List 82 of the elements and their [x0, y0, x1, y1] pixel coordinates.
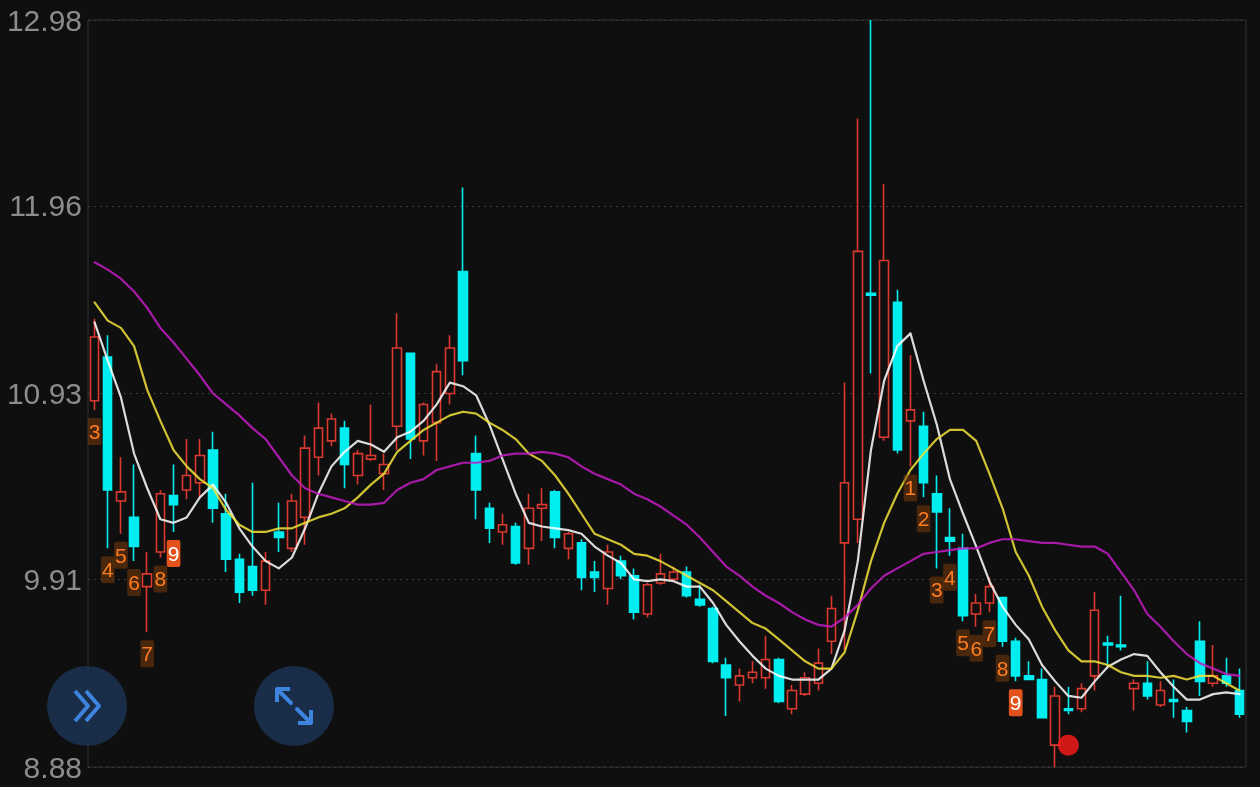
- text: 4: [101, 558, 114, 582]
- candlestick: [589, 560, 600, 593]
- candlestick: [852, 117, 864, 544]
- candlestick: [628, 567, 640, 621]
- candlestick: [918, 410, 929, 499]
- candlestick: [1128, 678, 1140, 712]
- candlestick: [286, 492, 298, 553]
- text: 6: [970, 636, 983, 660]
- text: 3: [88, 419, 101, 443]
- candlestick: [405, 352, 416, 460]
- text: 8: [996, 656, 1009, 680]
- candlestick: [694, 584, 706, 608]
- text: 5: [115, 543, 127, 567]
- candlestick: [115, 456, 127, 535]
- candlestick: [220, 492, 232, 573]
- candlestick: [1155, 680, 1166, 708]
- candlestick: [181, 438, 192, 500]
- text: 9: [167, 541, 180, 565]
- candlestick: [1010, 636, 1021, 683]
- y-tick-label: 11.96: [9, 189, 82, 223]
- text: 6: [128, 571, 140, 595]
- candlestick: [273, 502, 285, 553]
- y-tick-label: 8.88: [23, 750, 82, 784]
- candlestick: [391, 312, 403, 451]
- candlestick: [141, 551, 153, 633]
- y-tick-label: 9.91: [23, 562, 82, 596]
- candlestick: [299, 434, 311, 546]
- candlestick: [720, 656, 732, 717]
- candlestick: [563, 531, 574, 561]
- candlestick: [313, 401, 324, 477]
- candlestick: [734, 667, 745, 703]
- candlestick: [234, 553, 245, 604]
- candlestick: [786, 684, 798, 715]
- candlestick: [1089, 591, 1100, 692]
- candlestick: [642, 582, 653, 619]
- candlestick: [1168, 678, 1179, 719]
- candlestick: [484, 502, 495, 544]
- candlestick: [1049, 686, 1061, 768]
- candlestick: [457, 186, 469, 377]
- candlestick: [260, 551, 271, 606]
- candlestick: [168, 463, 179, 533]
- candlestick: [497, 512, 508, 546]
- y-tick-label: 12.98: [6, 3, 82, 37]
- candlestick: [365, 403, 377, 462]
- candlestick: [1063, 686, 1074, 715]
- candlestick: [470, 434, 482, 521]
- candlestick: [576, 538, 587, 592]
- candlestick: [892, 288, 903, 455]
- candlestick: [905, 354, 916, 468]
- text: 2: [917, 507, 930, 531]
- candlestick: [931, 474, 943, 570]
- candlestick: [957, 532, 969, 623]
- candlestick: [707, 605, 719, 664]
- candlestick: [549, 489, 561, 550]
- text: 5: [957, 631, 969, 655]
- candlestick: [536, 487, 548, 542]
- candlestick: [510, 522, 521, 566]
- candlestick: [326, 412, 337, 448]
- candlestick: [89, 318, 100, 411]
- candlestick: [128, 463, 140, 562]
- y-tick-label: 10.93: [6, 377, 82, 410]
- candlestick: [102, 334, 113, 550]
- candlestick: [1115, 594, 1127, 652]
- text: 9: [1009, 691, 1022, 715]
- candlestick: [1142, 660, 1153, 701]
- text: 7: [141, 642, 154, 666]
- text: 1: [904, 476, 917, 500]
- candlestick: [970, 593, 982, 628]
- candlestick: [839, 381, 850, 652]
- candlestick: [352, 449, 364, 486]
- candlestick: [1023, 660, 1035, 681]
- candlestick: [747, 660, 758, 684]
- candlestick: [1036, 667, 1048, 719]
- candlestick: [247, 481, 258, 597]
- candlestick: [865, 19, 877, 375]
- text: 3: [930, 578, 943, 602]
- candlestick: [878, 183, 890, 442]
- candlestick: [944, 507, 956, 557]
- text: 8: [154, 567, 167, 591]
- candlestick: [1181, 706, 1193, 734]
- text: 7: [983, 622, 996, 646]
- text: 4: [944, 565, 956, 589]
